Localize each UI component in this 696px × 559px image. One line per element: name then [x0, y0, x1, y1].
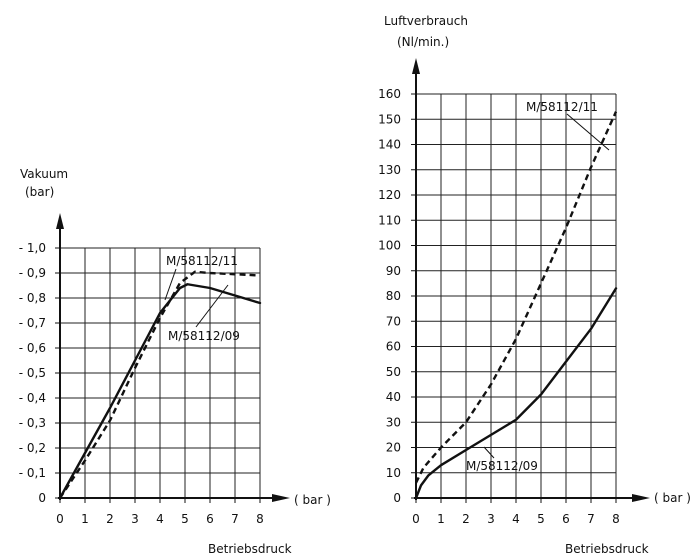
right-y-tick-label: 70	[386, 314, 401, 328]
right-y-tick-label: 50	[386, 365, 401, 379]
right-series-label-11: M/58112/11	[526, 100, 598, 114]
left-series-line-11	[59, 270, 261, 499]
right-x-tick-label: 6	[562, 512, 570, 526]
right-xunit: ( bar )	[654, 491, 691, 505]
right-y-tick-label: 160	[378, 87, 401, 101]
left-leader-09	[195, 284, 229, 328]
left-leader-11	[164, 268, 177, 301]
right-x-tick-label: 4	[512, 512, 520, 526]
right-y-tick-label: 60	[386, 340, 401, 354]
right-y-tick-label: 150	[378, 112, 401, 126]
right-y-tick-label: 130	[378, 163, 401, 177]
right-series-line-11	[414, 111, 618, 484]
left-series-label-09: M/58112/09	[168, 329, 240, 343]
right-series-label-09: M/58112/09	[466, 459, 538, 473]
left-y-tick-label: - 0,8	[19, 291, 46, 305]
right-y-tick-label: 110	[378, 213, 401, 227]
right-y-tick-label: 90	[386, 264, 401, 278]
left-x-tick-label: 6	[206, 512, 214, 526]
right-x-tick-label: 8	[612, 512, 620, 526]
right-x-axis-arrow	[632, 494, 650, 502]
right-x-tick-label: 0	[412, 512, 420, 526]
vakuum-chart: Vakuum (bar) ( bar ) Betriebsdruck 0 - 0,…	[19, 167, 331, 556]
right-y-tick-label: 140	[378, 138, 401, 152]
right-leader-09	[483, 446, 495, 459]
left-x-tick-label: 7	[231, 512, 239, 526]
right-yunit: (Nl/min.)	[397, 35, 449, 49]
left-y-tick-label: - 0,5	[19, 366, 46, 380]
right-y-tick-label: 80	[386, 289, 401, 303]
luftverbrauch-chart: Luftverbrauch (Nl/min.) ( bar ) Betriebs…	[378, 14, 691, 556]
right-series	[414, 111, 618, 500]
left-y-axis-arrow	[56, 213, 64, 229]
right-x-tick-label: 7	[587, 512, 595, 526]
left-xlabel: Betriebsdruck	[208, 542, 292, 556]
right-y-tick-label: 100	[378, 239, 401, 253]
left-y-tick-label: - 0,1	[19, 466, 46, 480]
left-x-ticks: 0 1 2 3 4 5 6 7 8	[56, 498, 264, 526]
left-x-axis-arrow	[272, 494, 290, 502]
right-grid	[415, 93, 617, 499]
right-x-tick-label: 5	[537, 512, 545, 526]
right-leader-11	[566, 113, 610, 151]
left-x-tick-label: 2	[106, 512, 114, 526]
right-ylabel: Luftverbrauch	[384, 14, 468, 28]
right-y-ticks: 0 10 20 30 40 50 60 70 80 90 100 110 120 130 140 150 160	[378, 87, 416, 505]
left-series-label-11: M/58112/11	[166, 254, 238, 268]
right-annotation-11: M/58112/11	[526, 100, 610, 151]
left-x-tick-label: 4	[156, 512, 164, 526]
left-yunit: (bar)	[25, 185, 54, 199]
left-y-tick-label: - 0,3	[19, 416, 46, 430]
right-x-tick-label: 2	[462, 512, 470, 526]
left-y-tick-label: - 0,6	[19, 341, 46, 355]
right-x-ticks: 0 1 2 3 4 5 6 7 8	[412, 498, 620, 526]
right-x-tick-label: 1	[437, 512, 445, 526]
right-series-line-09	[414, 287, 618, 500]
right-y-tick-label: 20	[386, 441, 401, 455]
left-x-tick-label: 8	[256, 512, 264, 526]
left-x-tick-label: 0	[56, 512, 64, 526]
left-grid	[59, 247, 261, 499]
right-annotation-09: M/58112/09	[466, 446, 538, 473]
left-ylabel: Vakuum	[20, 167, 68, 181]
left-x-tick-label: 1	[81, 512, 89, 526]
left-x-tick-label: 5	[181, 512, 189, 526]
right-y-axis-arrow	[412, 58, 420, 74]
left-annotation-11: M/58112/11	[164, 254, 238, 301]
left-y-tick-label: - 0,4	[19, 391, 46, 405]
left-y-tick-label: - 0,2	[19, 441, 46, 455]
left-y-tick-label: - 1,0	[19, 241, 46, 255]
left-annotation-09: M/58112/09	[168, 284, 240, 343]
right-y-tick-label: 120	[378, 188, 401, 202]
right-y-tick-label: 30	[386, 415, 401, 429]
right-y-tick-label: 40	[386, 390, 401, 404]
left-y-tick-label: - 0,7	[19, 316, 46, 330]
right-y-tick-label: 10	[386, 466, 401, 480]
left-y-tick-label: - 0,9	[19, 266, 46, 280]
left-y-tick-label: 0	[38, 491, 46, 505]
right-axes	[412, 58, 650, 502]
left-y-ticks: 0 - 0,1 - 0,2 - 0,3 - 0,4 - 0,5 - 0,6 - 0,7 - 0,…	[19, 241, 60, 505]
right-xlabel: Betriebsdruck	[565, 542, 649, 556]
right-y-tick-label: 0	[393, 491, 401, 505]
right-x-tick-label: 3	[487, 512, 495, 526]
left-x-tick-label: 3	[131, 512, 139, 526]
left-xunit: ( bar )	[294, 493, 331, 507]
